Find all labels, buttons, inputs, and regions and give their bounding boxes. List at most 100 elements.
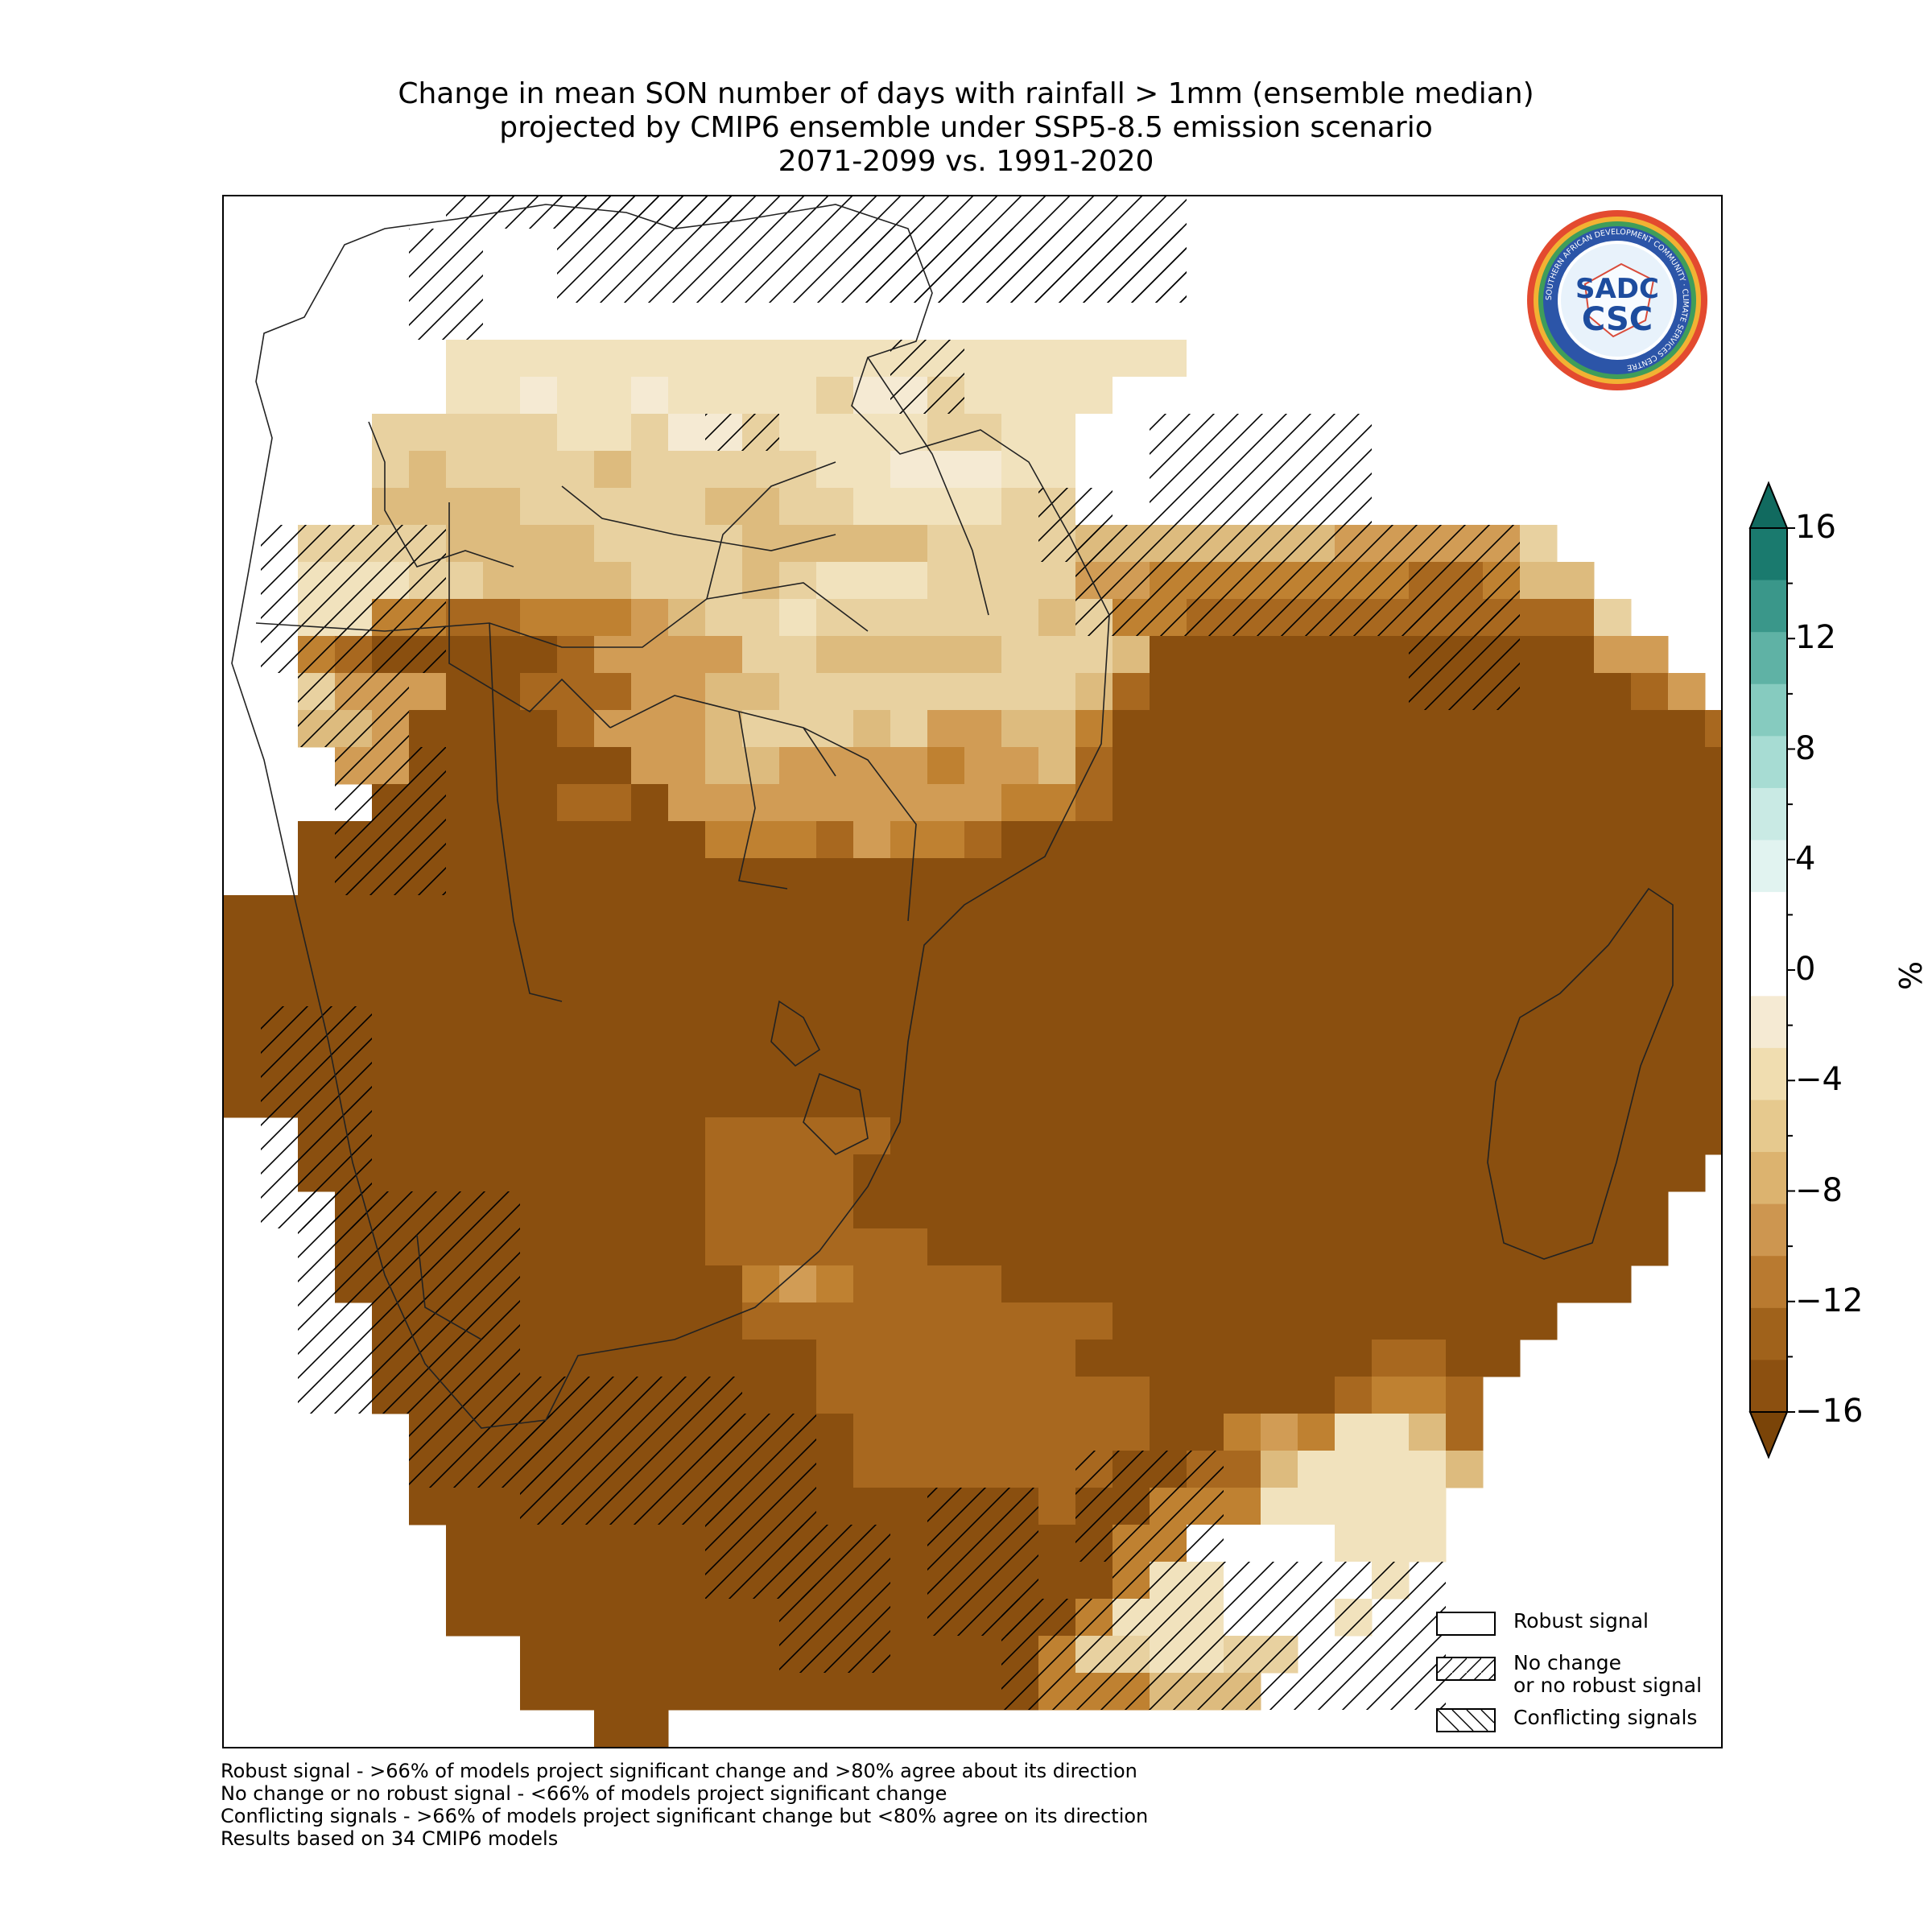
grid-cell bbox=[1075, 821, 1113, 859]
grid-cell bbox=[1113, 340, 1150, 378]
grid-cell bbox=[668, 636, 706, 674]
grid-cell bbox=[1372, 1228, 1410, 1266]
grid-cell bbox=[1261, 1451, 1298, 1488]
grid-cell bbox=[1261, 1377, 1298, 1414]
grid-cell bbox=[1224, 1043, 1261, 1081]
grid-cell bbox=[964, 1673, 1002, 1711]
grid-cell bbox=[372, 1043, 410, 1081]
grid-cell bbox=[1335, 895, 1373, 933]
grid-cell bbox=[890, 1080, 928, 1118]
grid-cell bbox=[483, 747, 521, 785]
grid-cell bbox=[594, 488, 632, 526]
grid-cell bbox=[964, 1006, 1002, 1044]
grid-cell bbox=[631, 969, 669, 1007]
grid-cell bbox=[1298, 1488, 1335, 1525]
grid-cell bbox=[1409, 710, 1447, 748]
grid-cell bbox=[816, 1006, 854, 1044]
grid-cell bbox=[1075, 1377, 1113, 1414]
colorbar-segment bbox=[1750, 892, 1787, 945]
grid-cell bbox=[668, 1006, 706, 1044]
grid-cell bbox=[890, 858, 928, 896]
grid-cell bbox=[1372, 1080, 1410, 1118]
grid-cell bbox=[705, 1043, 743, 1081]
grid-cell bbox=[964, 1340, 1002, 1377]
grid-cell bbox=[1224, 969, 1261, 1007]
grid-cell bbox=[890, 488, 928, 526]
grid-cell bbox=[1224, 858, 1261, 896]
grid-cell bbox=[520, 858, 558, 896]
grid-cell bbox=[1261, 1340, 1298, 1377]
grid-cell bbox=[705, 303, 743, 341]
grid-cell bbox=[1594, 895, 1632, 933]
grid-cell bbox=[1631, 969, 1669, 1007]
grid-cell bbox=[890, 932, 928, 970]
grid-cell bbox=[1594, 932, 1632, 970]
colorbar-tick-label: −4 bbox=[1795, 1061, 1843, 1099]
grid-cell bbox=[890, 599, 928, 637]
grid-cell bbox=[1224, 710, 1261, 748]
grid-cell bbox=[705, 636, 743, 674]
grid-cell bbox=[1372, 451, 1410, 489]
grid-cell bbox=[446, 747, 484, 785]
grid-cell bbox=[816, 1191, 854, 1229]
grid-cell bbox=[668, 1154, 706, 1192]
grid-cell bbox=[927, 1191, 965, 1229]
grid-cell bbox=[1001, 747, 1039, 785]
grid-cell bbox=[1335, 1191, 1373, 1229]
grid-cell bbox=[1409, 932, 1447, 970]
grid-cell bbox=[964, 747, 1002, 785]
grid-cell bbox=[816, 1302, 854, 1340]
grid-cell bbox=[779, 784, 817, 822]
grid-cell bbox=[1001, 1080, 1039, 1118]
grid-cell bbox=[1335, 1377, 1373, 1414]
grid-cell bbox=[1520, 1302, 1558, 1340]
grid-cell bbox=[742, 451, 780, 489]
grid-cell bbox=[668, 1562, 706, 1600]
title-line-3: 2071-2099 vs. 1991-2020 bbox=[778, 145, 1154, 178]
grid-cell bbox=[1261, 1043, 1298, 1081]
grid-cell bbox=[1483, 710, 1521, 748]
grid-cell bbox=[631, 1599, 669, 1637]
grid-cell bbox=[1631, 895, 1669, 933]
forward-hatch-icon bbox=[1438, 1658, 1494, 1679]
hatched-region bbox=[705, 414, 779, 451]
grid-cell bbox=[1113, 1043, 1150, 1081]
grid-cell bbox=[705, 1340, 743, 1377]
grid-cell bbox=[1187, 858, 1224, 896]
grid-cell bbox=[520, 1673, 558, 1711]
grid-cell bbox=[1409, 1191, 1447, 1229]
grid-cell bbox=[594, 895, 632, 933]
grid-cell bbox=[1150, 1340, 1187, 1377]
grid-cell bbox=[1409, 1377, 1447, 1414]
grid-cell bbox=[853, 525, 891, 563]
grid-cell bbox=[705, 969, 743, 1007]
grid-cell bbox=[779, 747, 817, 785]
grid-cell bbox=[1409, 451, 1447, 489]
grid-cell bbox=[742, 1599, 780, 1637]
grid-cell bbox=[594, 1636, 632, 1674]
grid-cell bbox=[520, 451, 558, 489]
grid-cell bbox=[1261, 710, 1298, 748]
grid-cell bbox=[372, 932, 410, 970]
grid-cell bbox=[1261, 229, 1298, 266]
grid-cell bbox=[1261, 1265, 1298, 1303]
grid-cell bbox=[446, 1117, 484, 1155]
grid-cell bbox=[705, 340, 743, 378]
grid-cell bbox=[1187, 969, 1224, 1007]
grid-cell bbox=[594, 1191, 632, 1229]
grid-cell bbox=[927, 525, 965, 563]
grid-cell bbox=[705, 858, 743, 896]
grid-cell bbox=[890, 747, 928, 785]
grid-cell bbox=[224, 895, 262, 933]
grid-cell bbox=[816, 1154, 854, 1192]
grid-cell bbox=[742, 1673, 780, 1711]
grid-cell bbox=[446, 821, 484, 859]
grid-cell bbox=[1224, 1488, 1261, 1525]
grid-cell bbox=[1335, 1451, 1373, 1488]
grid-cell bbox=[927, 1636, 965, 1674]
grid-cell bbox=[631, 1710, 669, 1747]
grid-cell bbox=[520, 303, 558, 341]
grid-cell bbox=[372, 451, 410, 489]
grid-cell bbox=[1446, 710, 1484, 748]
grid-cell bbox=[594, 1154, 632, 1192]
